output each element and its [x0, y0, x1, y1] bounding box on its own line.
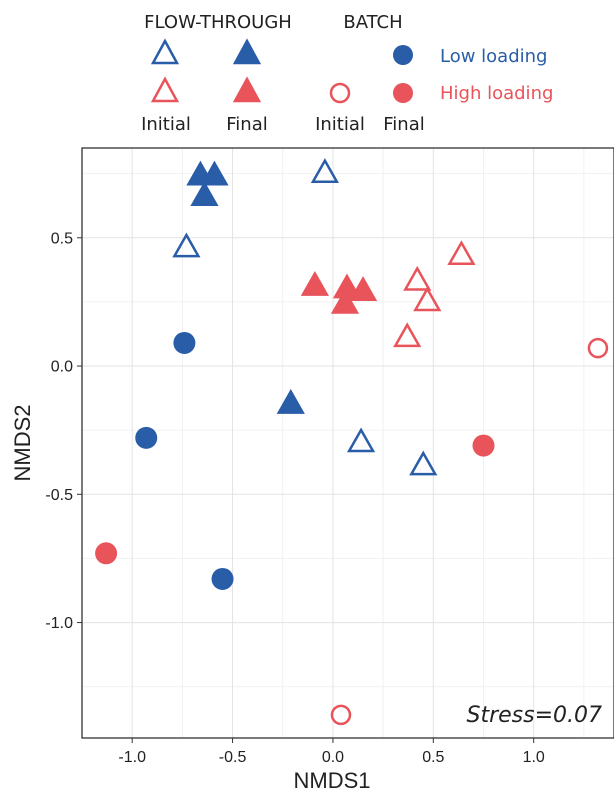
legend-col-initial-flow: Initial	[141, 114, 191, 135]
filled-circle-point	[173, 331, 196, 354]
x-tick-label: -0.5	[219, 749, 247, 766]
legend-low-flow-final-triangle-icon	[232, 38, 262, 65]
major-gridlines	[82, 148, 614, 738]
y-tick-label: 0.0	[51, 359, 73, 376]
legend-col-initial-batch: Initial	[315, 114, 365, 135]
legend-group-batch: BATCH	[343, 12, 402, 33]
x-axis-ticks: -1.0 -0.5 0.0 0.5 1.0	[118, 738, 545, 766]
open-circle-point	[330, 704, 352, 726]
open-triangle-point	[409, 450, 438, 476]
filled-circle-point	[135, 426, 158, 449]
x-tick-label: 0.0	[322, 749, 344, 766]
legend-high-batch-final-circle-icon	[393, 83, 413, 103]
open-triangle-point	[346, 427, 376, 453]
filled-triangle-point	[200, 160, 229, 186]
data-points	[95, 158, 609, 726]
filled-circle-point	[211, 567, 234, 590]
open-triangle-point	[403, 265, 432, 291]
minor-gridlines	[81, 148, 614, 738]
legend: FLOW-THROUGH BATCH Low loading High load…	[141, 12, 553, 135]
legend-high-flow-initial-triangle-icon	[150, 76, 180, 103]
legend-group-flow-through: FLOW-THROUGH	[144, 12, 292, 33]
legend-high-flow-final-triangle-icon	[232, 76, 262, 103]
x-tick-label: 0.5	[422, 749, 444, 766]
stress-annotation: Stress=0.07	[466, 703, 602, 728]
legend-high-batch-initial-circle-icon	[329, 82, 351, 104]
open-triangle-point	[310, 158, 340, 183]
open-triangle-point	[413, 286, 442, 312]
legend-high-loading-label: High loading	[440, 83, 553, 104]
y-axis-title: NMDS2	[10, 404, 35, 481]
y-tick-label: -0.5	[45, 487, 73, 504]
filled-circle-point	[95, 542, 118, 565]
open-triangle-point	[393, 322, 422, 348]
open-circle-point	[587, 337, 609, 359]
filled-triangle-point	[300, 270, 329, 296]
open-triangle-point	[172, 232, 201, 258]
filled-triangle-point	[348, 276, 378, 301]
y-tick-label: -1.0	[45, 615, 73, 632]
filled-triangle-point	[190, 181, 219, 207]
legend-col-final-flow: Final	[226, 114, 267, 135]
filled-triangle-point	[276, 388, 305, 414]
plot-border	[81, 147, 614, 739]
open-triangle-point	[447, 240, 476, 266]
filled-triangle-point	[330, 288, 360, 314]
legend-low-flow-initial-triangle-icon	[150, 38, 180, 65]
y-tick-label: 0.5	[51, 230, 73, 247]
x-tick-label: -1.0	[118, 749, 146, 766]
x-tick-label: 1.0	[523, 749, 545, 766]
filled-circle-point	[472, 434, 495, 457]
x-axis-title: NMDS1	[293, 768, 370, 792]
plot-panel: -1.0 -0.5 0.0 0.5 1.0 0.5 0.0 -0.5 -1.0 Stress=…	[45, 147, 614, 766]
legend-low-loading-label: Low loading	[440, 46, 547, 67]
legend-col-final-batch: Final	[383, 114, 424, 135]
y-axis-ticks: 0.5 0.0 -0.5 -1.0	[45, 230, 82, 632]
legend-low-batch-final-circle-icon	[393, 45, 413, 65]
